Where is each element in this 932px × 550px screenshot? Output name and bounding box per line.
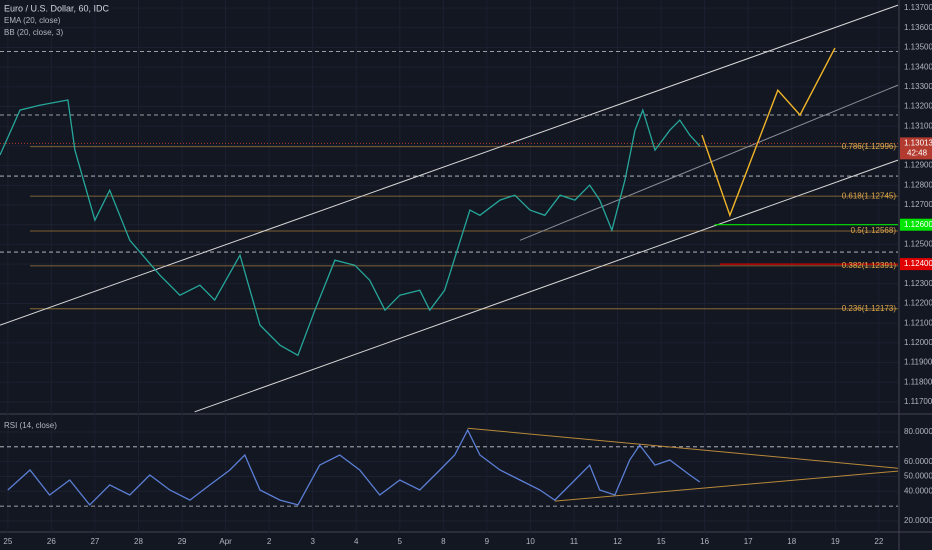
projection-path	[701, 47, 836, 218]
indicator-label: EMA (20, close)	[4, 16, 61, 25]
x-tick-label: Apr	[219, 537, 232, 546]
y-tick-label: 1.12700	[904, 200, 932, 209]
plot-layer	[0, 0, 899, 532]
y-tick-label: 1.13700	[904, 3, 932, 12]
y-tick-label: 40.0000	[904, 486, 932, 495]
x-tick-label: 3	[310, 537, 315, 546]
y-tick-label: 20.0000	[904, 516, 932, 525]
x-tick-label: 11	[570, 537, 579, 546]
y-tick-label: 1.11900	[904, 358, 932, 367]
price-tag	[900, 258, 932, 271]
series-line	[0, 99, 701, 357]
y-tick-label: 1.12100	[904, 318, 932, 327]
y-tick-label: 1.13200	[904, 102, 932, 111]
y-tick-label: 50.0000	[904, 472, 932, 481]
x-tick-label: 12	[613, 537, 622, 546]
x-tick-label: 28	[134, 537, 143, 546]
x-tick-label: 16	[700, 537, 709, 546]
fib-label: 0.618(1.12745)	[842, 191, 897, 200]
y-tick-label: 1.13300	[904, 82, 932, 91]
price-tag	[900, 218, 932, 231]
x-tick-label: 27	[90, 537, 99, 546]
trendline	[0, 4, 899, 326]
y-tick-label: 60.0000	[904, 457, 932, 466]
y-tick-label: 1.13600	[904, 23, 932, 32]
x-tick-label: 19	[831, 537, 840, 546]
y-tick-label: 1.12500	[904, 240, 932, 249]
x-tick-label: 18	[787, 537, 796, 546]
y-tick-label: 1.13500	[904, 43, 932, 52]
y-tick-label: 1.12000	[904, 338, 932, 347]
fib-label: 0.382(1.12391)	[842, 261, 897, 270]
x-tick-label: 4	[354, 537, 359, 546]
x-tick-label: 2	[267, 537, 272, 546]
x-tick-label: 26	[47, 537, 56, 546]
series-line	[7, 428, 701, 506]
x-tick-label: 29	[178, 537, 187, 546]
current-price-tag	[900, 137, 932, 160]
trendline	[194, 159, 899, 413]
x-tick-label: 5	[398, 537, 403, 546]
trendline	[467, 427, 899, 469]
y-tick-label: 1.12800	[904, 180, 932, 189]
y-tick-label: 1.12300	[904, 279, 932, 288]
trendline	[554, 470, 899, 502]
indicator-label: BB (20, close, 3)	[4, 28, 63, 37]
y-tick-label: 1.13100	[904, 121, 932, 130]
countdown: 42:48	[907, 148, 928, 157]
y-tick-label: 1.11700	[904, 397, 932, 406]
current-price-label: 1.13013	[904, 138, 932, 147]
x-tick-label: 22	[874, 537, 883, 546]
x-tick-label: 25	[3, 537, 12, 546]
x-tick-label: 8	[441, 537, 446, 546]
fib-label: 0.236(1.12173)	[842, 304, 897, 313]
trendline	[519, 84, 899, 241]
chart-title: Euro / U.S. Dollar, 60, IDC	[4, 3, 110, 13]
fib-label: 0.786(1.12996)	[842, 142, 897, 151]
y-tick-label: 1.13400	[904, 62, 932, 71]
y-tick-label: 1.11800	[904, 377, 932, 386]
y-tick-label: 1.12200	[904, 299, 932, 308]
x-tick-label: 15	[657, 537, 666, 546]
price-tag-label: 1.12400	[904, 259, 932, 268]
rsi-title: RSI (14, close)	[4, 421, 57, 430]
y-tick-label: 1.12900	[904, 161, 932, 170]
fib-label: 0.5(1.12568)	[851, 226, 897, 235]
price-tag-label: 1.12600	[904, 220, 932, 229]
y-tick-label: 80.0000	[904, 427, 932, 436]
x-tick-label: 17	[744, 537, 753, 546]
x-tick-label: 9	[485, 537, 490, 546]
x-tick-label: 10	[526, 537, 535, 546]
